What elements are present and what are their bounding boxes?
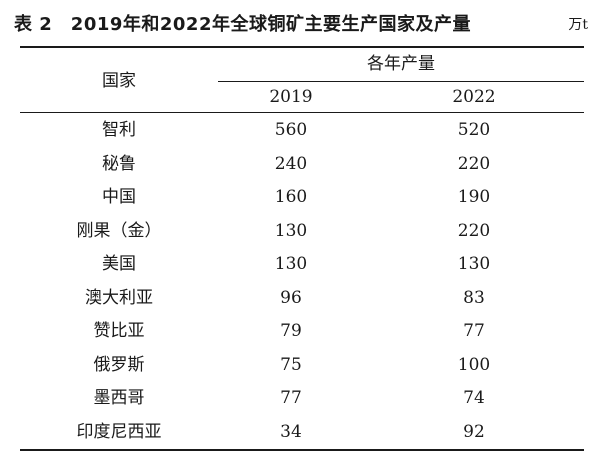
country-cell: 美国 (102, 254, 136, 274)
value-2019-cell: 160 (274, 187, 308, 207)
table-caption: 表 2 2019年和2022年全球铜矿主要生产国家及产量 万t (14, 8, 588, 36)
value-2019-cell: 130 (274, 254, 308, 274)
value-2019-cell: 240 (274, 153, 308, 174)
value-2022-cell: 74 (463, 388, 485, 408)
country-cell: 秘鲁 (102, 153, 136, 174)
value-2022-cell: 220 (457, 153, 491, 174)
table-row: 墨西哥 77 74 (20, 381, 584, 415)
value-2019-cell: 96 (280, 287, 302, 308)
table-row: 刚果（金） 130 220 (20, 214, 584, 248)
value-2022-cell: 83 (463, 287, 485, 308)
country-cell: 俄罗斯 (93, 354, 145, 375)
country-cell: 智利 (102, 120, 136, 140)
header-annual-output: 各年产量 (367, 54, 435, 74)
value-2019-cell: 130 (274, 220, 308, 241)
value-2019-cell: 79 (280, 321, 302, 341)
table-title: 表 2 2019年和2022年全球铜矿主要生产国家及产量 (14, 14, 471, 35)
table-row: 印度尼西亚 34 92 (20, 415, 584, 449)
country-cell: 印度尼西亚 (76, 421, 162, 442)
header-year-2019: 2019 (269, 87, 313, 107)
table-row: 澳大利亚 96 83 (20, 281, 584, 315)
header-year-2022: 2022 (452, 87, 496, 107)
table-row: 中国 160 190 (20, 180, 584, 214)
value-2022-cell: 220 (457, 220, 491, 241)
value-2022-cell: 130 (457, 254, 491, 274)
value-2022-cell: 92 (463, 421, 485, 442)
table-row: 美国 130 130 (20, 247, 584, 281)
country-cell: 墨西哥 (93, 388, 145, 408)
value-2022-cell: 520 (457, 120, 491, 140)
unit-label: 万t (568, 17, 588, 33)
country-cell: 中国 (102, 187, 136, 207)
table-row: 秘鲁 240 220 (20, 147, 584, 181)
bottom-rule (20, 449, 584, 451)
table-body: 智利 560 520 秘鲁 240 220 中国 160 190 刚果（金） 1… (20, 113, 584, 448)
value-2022-cell: 77 (463, 321, 485, 341)
table-row: 智利 560 520 (20, 113, 584, 147)
country-cell: 赞比亚 (93, 321, 145, 341)
table-row: 赞比亚 79 77 (20, 314, 584, 348)
header-country: 国家 (102, 71, 136, 91)
value-2022-cell: 100 (457, 354, 491, 375)
value-2019-cell: 77 (280, 388, 302, 408)
value-2022-cell: 190 (457, 187, 491, 207)
value-2019-cell: 75 (280, 354, 302, 375)
top-rule (20, 46, 584, 48)
value-2019-cell: 34 (280, 421, 302, 442)
country-cell: 澳大利亚 (85, 287, 153, 308)
country-cell: 刚果（金） (76, 220, 162, 241)
header-rule (20, 112, 584, 113)
table-row: 俄罗斯 75 100 (20, 348, 584, 382)
header-sub-rule (218, 81, 584, 82)
value-2019-cell: 560 (274, 120, 308, 140)
